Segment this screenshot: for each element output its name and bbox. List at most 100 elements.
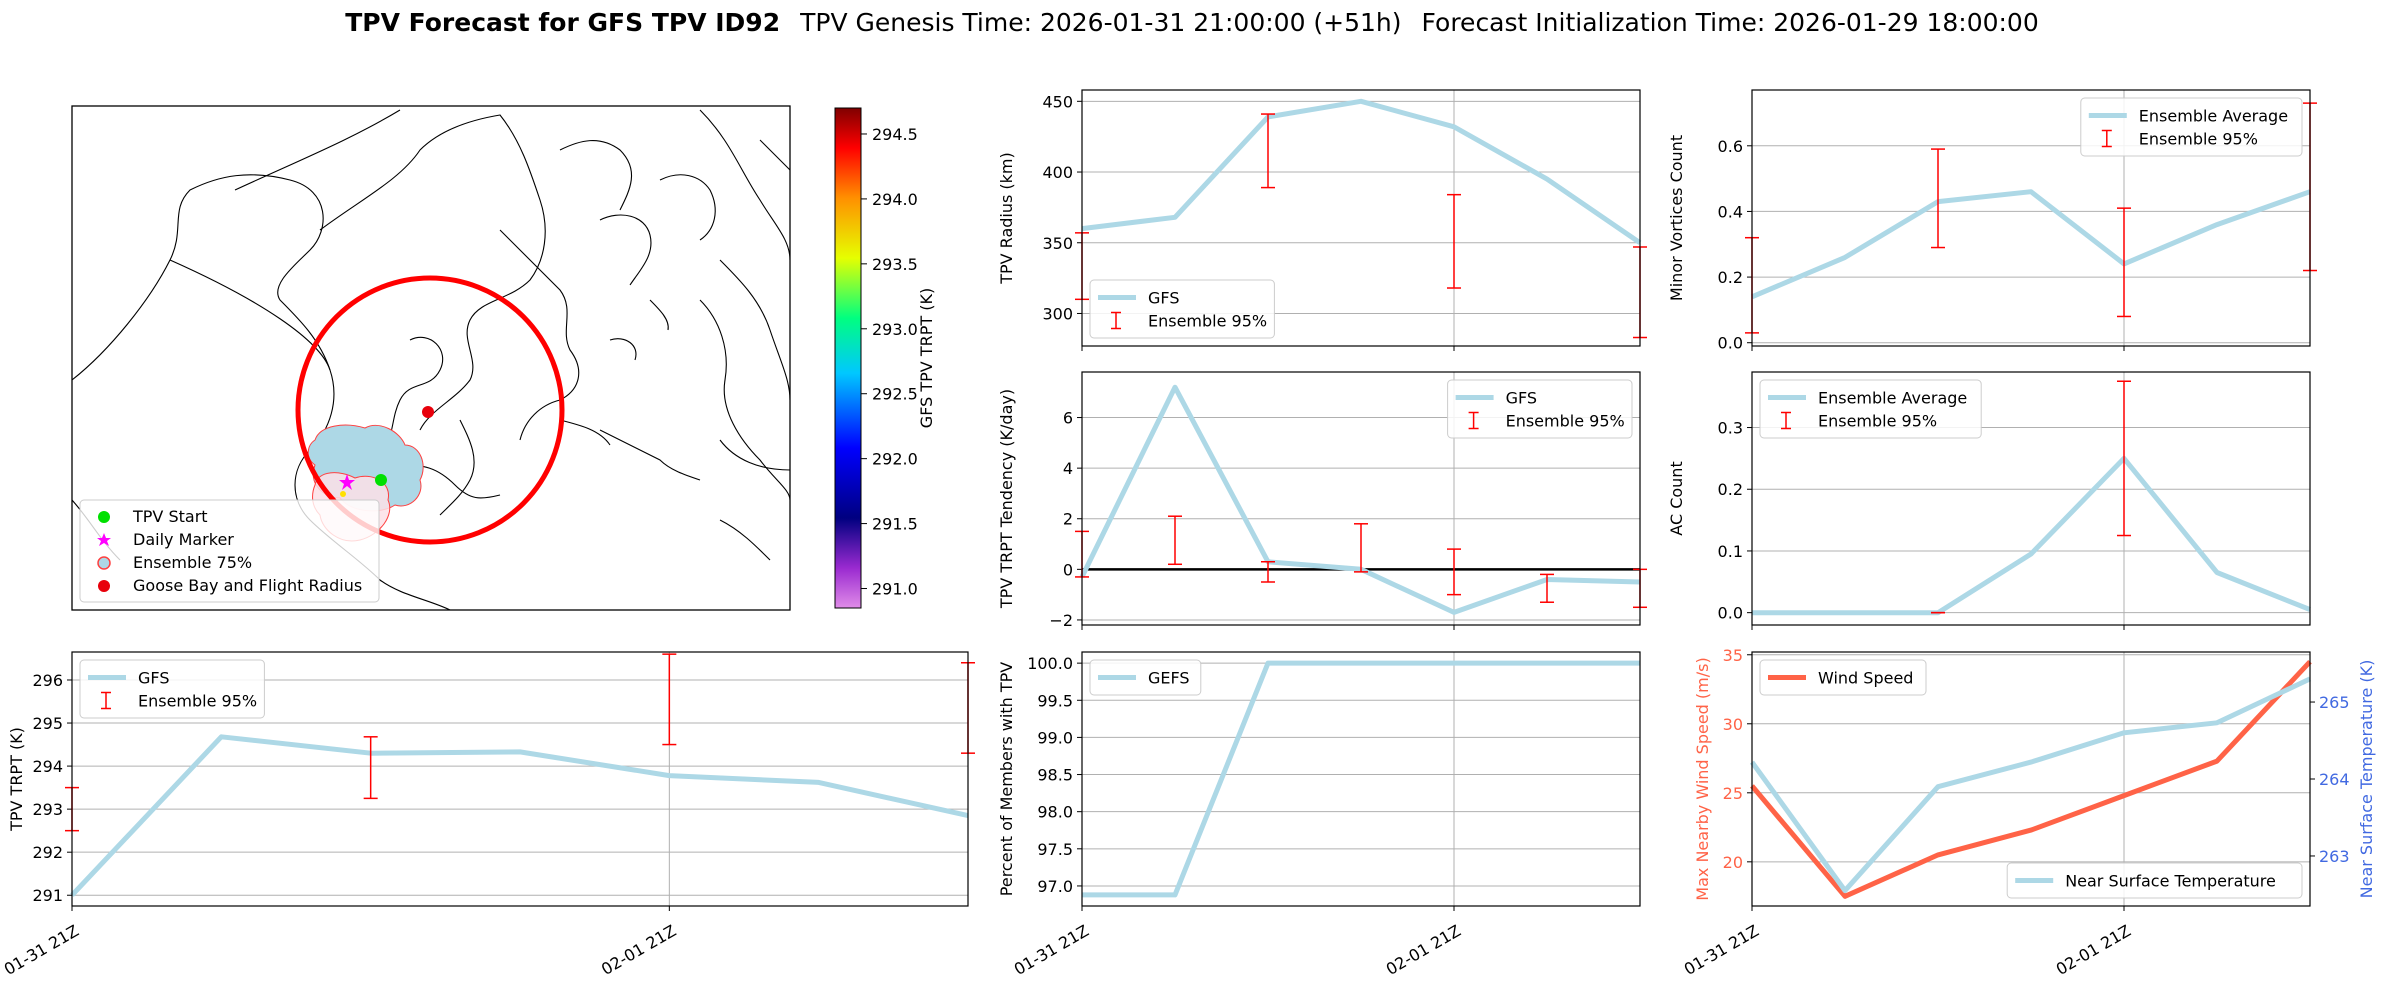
error-bar: [2117, 207, 2131, 318]
y-tick-label: 30: [1723, 715, 1743, 734]
y-tick-label: 0.2: [1718, 480, 1743, 499]
title-init: Forecast Initialization Time: 2026-01-29…: [1422, 8, 2039, 37]
legend-label: Ensemble Average: [1818, 389, 1967, 408]
x-tick-label: 01-31 21Z: [1, 921, 82, 979]
title-bold: TPV Forecast for GFS TPV ID92: [345, 8, 780, 37]
y-axis-label-right: Near Surface Temperature (K): [2357, 660, 2376, 899]
y-axis-label: Max Nearby Wind Speed (m/s): [1693, 657, 1712, 900]
y-tick-label: 98.0: [1037, 803, 1073, 822]
errorbar-legend-icon: [1468, 411, 1479, 430]
axes-frame: [1081, 89, 1641, 347]
y-tick-label: 291: [32, 886, 63, 905]
series-line-ensemble-average: [1752, 455, 2311, 616]
daily-marker-star: [339, 474, 355, 490]
y-tick-label: −2: [1049, 611, 1073, 630]
legend-label: Near Surface Temperature: [2065, 872, 2276, 891]
error-bar: [1447, 193, 1461, 289]
y-tick-label: 0.1: [1718, 542, 1743, 561]
y-tick-label: 294: [32, 757, 63, 776]
y-axis-label: TPV TRPT Tendency (K/day): [997, 389, 1016, 609]
y-tick-label: 97.0: [1037, 877, 1073, 896]
legend: GEFS: [1089, 659, 1202, 696]
y-tick-label: 293: [32, 800, 63, 819]
y-tick-label: 0.0: [1718, 334, 1743, 353]
colorbar-tick-label: 294.5: [872, 125, 918, 144]
y-tick-label: 0.3: [1718, 419, 1743, 438]
error-bar: [662, 653, 677, 746]
legend: Wind Speed: [1759, 659, 1927, 696]
legend-frame: [2080, 97, 2303, 157]
map-panel: TPV Start Daily Marker Ensemble 75% Goos…: [71, 105, 936, 611]
y-tick-label: 0: [1063, 560, 1073, 579]
y-tick-label: 97.5: [1037, 840, 1073, 859]
chart-members: 97.0 97.5 98.0 98.5 99.0 99.5 100.0 Percent of …: [997, 651, 1641, 979]
goose-bay-dot: [422, 406, 434, 418]
y-tick-label: 0.4: [1718, 202, 1743, 221]
legend-frame: [1759, 659, 1927, 696]
colorbar-gradient: [834, 107, 862, 609]
y-tick-label: 35: [1723, 646, 1743, 665]
tpv-start-dot: [375, 474, 387, 486]
x-tick-label: 02-01 21Z: [598, 921, 679, 979]
y-tick-label: 4: [1063, 459, 1073, 478]
y-tick-label: 6: [1063, 409, 1073, 428]
x-tick-label: 01-31 21Z: [1681, 921, 1762, 979]
flight-radius-circle: [295, 275, 565, 545]
y-tick-label: 2: [1063, 510, 1073, 529]
series-line-gfs: [1081, 98, 1642, 245]
error-bar: [1354, 523, 1368, 573]
error-bar: [1931, 148, 1945, 249]
series-line-wind-speed: [1750, 659, 2312, 899]
map-legend: TPV Start Daily Marker Ensemble 75% Goos…: [79, 499, 380, 603]
y-tick-label: 350: [1042, 234, 1073, 253]
legend-label: GFS: [1148, 289, 1179, 308]
colorbar-label: GFS TPV TRPT (K): [917, 288, 936, 428]
legend-frame: [79, 659, 265, 719]
x-tick-label: 02-01 21Z: [1383, 921, 1464, 979]
series-line-gfs: [70, 734, 969, 897]
y-tick-label: 20: [1723, 853, 1743, 872]
y-axis-label: AC Count: [1667, 461, 1686, 535]
legend-frame: [1447, 379, 1633, 439]
error-bar: [1168, 515, 1182, 566]
legend-label: GFS: [1506, 389, 1537, 408]
chart-wind: 20 25 30 35 Max Nearby Wind Speed (m/s) 263 26…: [1681, 646, 2376, 979]
legend-label: Wind Speed: [1818, 669, 1913, 688]
colorbar-tick-label: 292.0: [872, 450, 918, 469]
legend-label: Ensemble 95%: [1148, 312, 1267, 331]
axes-frame: [1751, 89, 2311, 347]
y-axis-label: Percent of Members with TPV: [997, 662, 1016, 896]
colorbar-tick-label: 291.0: [872, 580, 918, 599]
legend-frame: [2006, 862, 2303, 899]
legend: GFS Ensemble 95%: [1447, 379, 1633, 439]
legend-label: Ensemble 95%: [138, 692, 257, 711]
y-tick-label: 400: [1042, 163, 1073, 182]
legend-label: Ensemble 95%: [1506, 412, 1625, 431]
y-axis-label: TPV TRPT (K): [7, 727, 26, 832]
legend-label: Ensemble 95%: [1818, 412, 1937, 431]
axes-frame: [1081, 651, 1641, 907]
legend-label: GFS: [138, 669, 169, 688]
chart-tendency: −2 0 2 4 6 TPV TRPT Tendency (K/day) GFS Ensemb…: [997, 371, 1647, 630]
colorbar-tick-label: 291.5: [872, 515, 918, 534]
error-bar: [1447, 548, 1461, 596]
chart-trpt: 291 292 293 294 295 296 TPV TRPT (K) 01-31 21Z 0…: [1, 651, 975, 979]
series-line-gefs: [1082, 660, 1640, 898]
map-legend-label: TPV Start: [132, 507, 208, 526]
y-tick-label: 0.0: [1718, 604, 1743, 623]
map-legend-label: Daily Marker: [133, 530, 234, 549]
error-bar: [1540, 573, 1554, 603]
legend-frame: [1089, 659, 1202, 696]
x-tick-label: 01-31 21Z: [1011, 921, 1092, 979]
map-legend-label: Goose Bay and Flight Radius: [133, 576, 362, 595]
error-bar: [363, 736, 378, 800]
legend: Ensemble Average Ensemble 95%: [1759, 379, 1982, 439]
legend: Near Surface Temperature: [2006, 862, 2303, 899]
error-bar: [1261, 113, 1275, 189]
legend: GFS Ensemble 95%: [79, 659, 265, 719]
y-tick-label: 100.0: [1027, 654, 1073, 673]
y-tick-label: 0.6: [1718, 137, 1743, 156]
y-tick-label: 450: [1042, 92, 1073, 111]
